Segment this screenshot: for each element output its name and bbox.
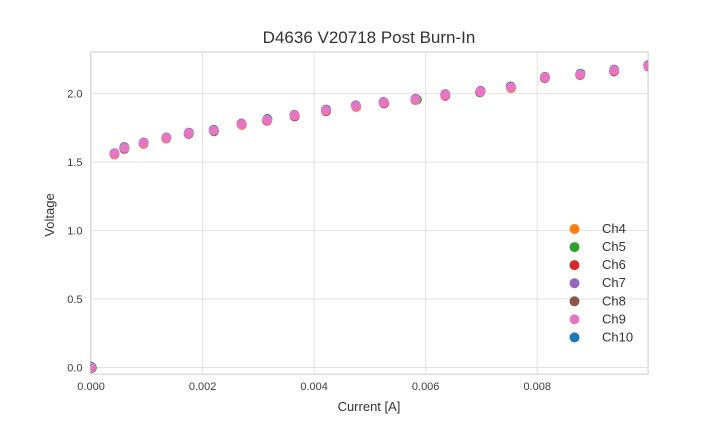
svg-text:0.008: 0.008 [523,381,551,393]
svg-text:0.5: 0.5 [67,294,82,306]
svg-text:Ch6: Ch6 [602,257,626,272]
svg-text:0.0: 0.0 [67,363,82,375]
svg-text:Ch7: Ch7 [602,275,626,290]
svg-text:Ch10: Ch10 [602,329,633,344]
svg-text:Ch5: Ch5 [602,239,626,254]
svg-text:Ch4: Ch4 [602,221,626,236]
svg-text:0.000: 0.000 [77,381,105,393]
svg-text:0.002: 0.002 [189,381,217,393]
svg-text:0.006: 0.006 [412,381,440,393]
svg-text:0.004: 0.004 [300,381,328,393]
svg-text:Ch9: Ch9 [602,311,626,326]
svg-text:1.5: 1.5 [67,157,82,169]
svg-text:2.0: 2.0 [67,89,82,101]
svg-text:Ch8: Ch8 [602,293,626,308]
svg-text:1.0: 1.0 [67,226,82,238]
